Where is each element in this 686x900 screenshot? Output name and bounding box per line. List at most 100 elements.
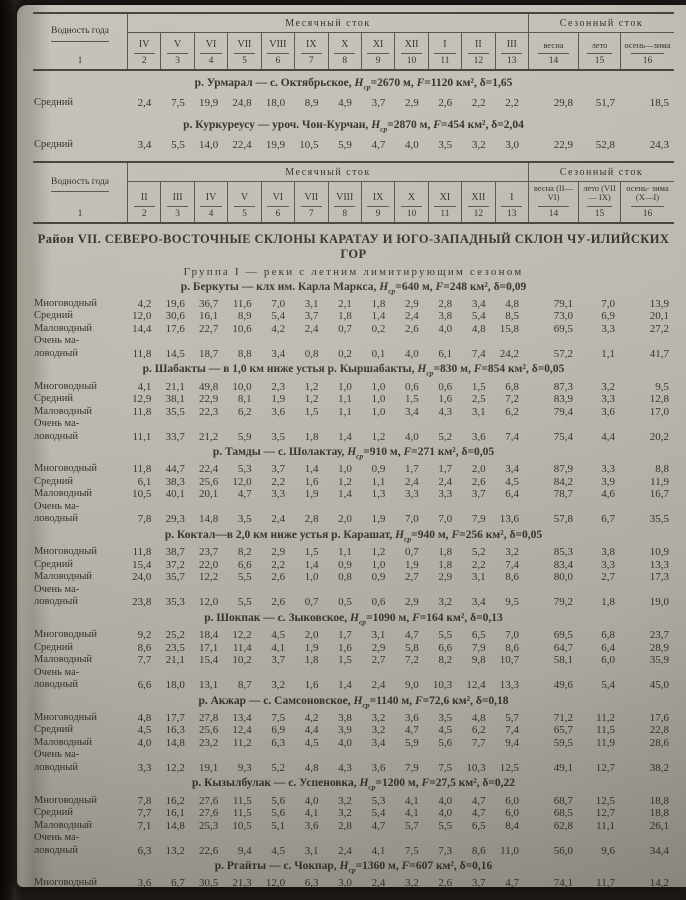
runoff-value: 7,9 (471, 513, 486, 526)
runoff-value: 8,7 (237, 679, 252, 692)
river-block: р. Шабакты — в 1,0 км ниже устья р. Кырш… (33, 363, 674, 443)
runoff-value: 4,7 (237, 488, 252, 501)
water-year-type-label: Многоводный (34, 629, 97, 641)
runoff-row: Средний 2,4 7,5 19,9 24,8 18,0 8,9 4,9 3,7 2,9 2,6… (33, 97, 674, 110)
runoff-value: 21,3 (232, 877, 252, 887)
mean-elevation-value: =1360 м, (355, 860, 402, 873)
runoff-value: 59,5 (553, 736, 573, 749)
runoff-value: 10,9 (649, 546, 669, 559)
runoff-value: 16,1 (165, 807, 185, 820)
mean-elevation-label: Hср (350, 611, 367, 627)
runoff-value: 18,4 (199, 629, 219, 642)
runoff-value: 17,6 (165, 322, 185, 335)
runoff-value: 9,3 (237, 761, 252, 774)
runoff-value: 18,0 (165, 679, 185, 692)
column-number: 10 (394, 54, 427, 69)
table2-header: Водность года Месячный сток Сезонный сток I… (33, 160, 674, 224)
runoff-value: 7,1 (137, 819, 152, 832)
column-number: 6 (260, 54, 294, 69)
season-column-header: весна (528, 33, 578, 54)
runoff-value: 3,2 (601, 380, 615, 393)
water-year-type-label: Многоводный (34, 546, 97, 558)
column-number: 15 (578, 54, 620, 69)
runoff-value: 1,8 (304, 430, 319, 443)
runoff-value: 14,8 (199, 513, 219, 526)
runoff-value: 2,4 (304, 322, 319, 335)
runoff-value: 10,5 (232, 819, 252, 832)
mean-elevation-label: Hср (359, 777, 376, 792)
area-label: F (433, 118, 441, 131)
area-label: F (403, 446, 412, 459)
runoff-value: 1,1 (338, 546, 352, 559)
water-year-type-label: Очень ма- ловодный (34, 500, 80, 525)
area-value: =248 км², (443, 280, 494, 293)
runoff-value: 2,9 (271, 546, 286, 559)
runoff-value: 2,2 (505, 97, 519, 110)
runoff-value: 8,8 (237, 347, 252, 360)
runoff-value: 9,2 (137, 629, 152, 642)
table1-header: Водность года Месячный сток Сезонный сток I… (33, 12, 674, 71)
runoff-value: 5,4 (271, 310, 286, 323)
runoff-value: 3,2 (371, 711, 386, 724)
runoff-value: 7,8 (137, 794, 152, 807)
runoff-value: 4,8 (505, 297, 519, 310)
runoff-value: 2,9 (371, 641, 386, 654)
runoff-value: 11,4 (232, 641, 252, 654)
runoff-value: 2,1 (338, 297, 352, 310)
runoff-value: 8,8 (655, 463, 669, 476)
column-number: 3 (160, 206, 193, 222)
runoff-value: 1,2 (304, 393, 319, 406)
water-year-type-label: Средний (34, 393, 73, 405)
river-title: р. Шабакты — в 1,0 км ниже устья р. Кырш… (33, 363, 674, 379)
runoff-value: 45,0 (649, 679, 669, 692)
runoff-value: 3,6 (405, 711, 419, 724)
river-name: р. Акжар — с. Самсоновское, (198, 694, 354, 707)
river-title: р. Тамды — с. Шолактау, Hср=910 м, F=271… (33, 446, 674, 462)
runoff-value: 5,7 (505, 711, 519, 724)
water-year-type-label: Очень ма- ловодный (34, 418, 80, 442)
runoff-value: 79,1 (553, 297, 573, 310)
column-number: 13 (494, 54, 528, 69)
column-number: 13 (494, 206, 528, 222)
runoff-value: 6,3 (271, 736, 286, 749)
runoff-value: 7,2 (405, 654, 419, 667)
column-number: 9 (360, 54, 394, 69)
runoff-value: 5,5 (438, 819, 453, 832)
runoff-value: 11,8 (132, 405, 152, 418)
runoff-value: 8,4 (505, 819, 519, 832)
runoff-value: 0,9 (338, 558, 352, 571)
runoff-value: 5,9 (237, 430, 252, 443)
water-year-type-label: Многоводный (34, 794, 97, 806)
column-number: 5 (227, 206, 260, 222)
mean-elevation-sub: ср (358, 617, 367, 627)
runoff-row: Очень ма- ловодный 11,1 33,7 21,2 5,9 3,5 1,8 1… (33, 418, 674, 443)
runoff-value: 1,0 (371, 405, 386, 418)
runoff-value: 22,9 (553, 139, 573, 152)
column-number: 15 (578, 206, 620, 222)
runoff-value: 1,4 (371, 310, 386, 323)
runoff-value: 5,5 (438, 629, 453, 642)
runoff-value: 3,3 (271, 488, 286, 501)
runoff-value: 16,1 (199, 310, 219, 323)
runoff-value: 7,5 (171, 97, 185, 110)
water-year-type-label: Маловодный (34, 819, 93, 831)
runoff-value: 22,7 (199, 322, 219, 335)
runoff-value: 0,2 (338, 347, 352, 360)
runoff-row: Средний 6,1 38,3 25,6 12,0 2,2 1,6 1,2 1,1 2,4 2,4… (33, 476, 674, 489)
water-year-type-label: Очень ма- ловодный (34, 335, 80, 359)
river-name: р. Кызылбулак — с. Успеновка, (191, 777, 360, 790)
runoff-value: 4,0 (438, 322, 453, 335)
runoff-value: 2,6 (471, 475, 486, 488)
water-year-column-header: Водность года (33, 14, 127, 54)
month-column-header: I (427, 33, 461, 54)
river-block: р. Акжар — с. Самсоновское, Hср=1140 м, … (33, 695, 674, 775)
season-column-header: осень- зима (X—I) (620, 181, 674, 207)
river-title: р. Акжар — с. Самсоновское, Hср=1140 м, … (33, 695, 674, 711)
runoff-value: 3,2 (338, 794, 352, 807)
runoff-value: 10,2 (232, 654, 252, 667)
river-name: р. Куркуреусу — уроч. Чон-Курчан, (183, 118, 372, 131)
runoff-value: 4,0 (405, 430, 419, 443)
runoff-value: 1,6 (304, 475, 319, 488)
runoff-value: 27,8 (199, 711, 219, 724)
runoff-value: 87,9 (553, 463, 573, 476)
